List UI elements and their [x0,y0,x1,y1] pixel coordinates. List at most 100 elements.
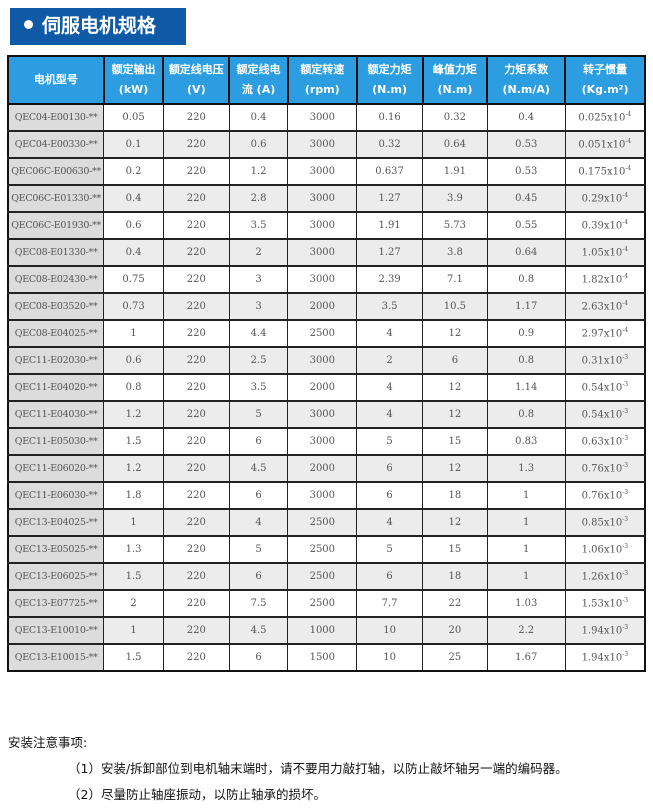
cell-text: 0.76x10 [581,490,623,502]
table-row: QEC13-E04025-** 1 220 4 2500 4 12 1 0.85x10-3 [7,508,646,537]
value-cell: 0.64 [422,130,488,159]
cell-text: 2500 [309,517,336,528]
cell-text: 3000 [309,274,336,285]
cell-text: QEC13-E07725-** [14,598,98,609]
value-cell: 0.2 [103,157,164,186]
cell-text: 220 [186,220,206,231]
cell-text: 3000 [309,112,336,123]
value-cell: 0.8 [486,400,566,429]
value-cell: 2 [103,589,164,618]
value-cell: 10.5 [422,292,488,321]
cell-text: 3 [255,274,262,285]
cell-text: 4 [255,517,262,528]
cell-text: 12 [448,517,462,528]
value-cell: 0.1 [103,130,164,159]
value-cell: 1 [486,562,566,591]
exponent: -3 [622,651,629,659]
value-cell: 220 [162,184,230,213]
value-cell: 1.17 [486,292,566,321]
value-cell: 18 [422,562,488,591]
value-cell: 6 [356,454,423,483]
value-cell: 1.26x10-3 [564,562,646,591]
value-cell: 2500 [287,535,358,564]
cell-text: QEC11-E06030-** [14,490,98,501]
cell-text: 0.025x10 [578,112,626,124]
table-row: QEC06C-E01930-** 0.6 220 3.5 3000 1.91 5.73 0.5… [7,211,646,240]
exponent: -3 [622,408,629,416]
exponent: -4 [622,273,629,281]
table-row: QEC08-E02430-** 0.75 220 3 3000 2.39 7.1 0.8 1.8… [7,265,646,294]
cell-text: 0.051x10 [578,139,626,151]
cell-text: 220 [186,571,206,582]
cell-text: 1 [523,517,530,528]
value-cell: 3 [228,292,289,321]
cell-text: 2500 [309,598,336,609]
model-cell: QEC11-E04030-** [7,400,105,429]
cell-text: 220 [186,463,206,474]
cell-text: 0.8 [518,409,535,420]
cell-text: 0.175x10 [578,166,626,178]
value-cell: 12 [422,454,488,483]
cell-text: 0.4 [125,193,142,204]
cell-text: 25 [448,652,462,663]
value-cell: 0.6 [103,211,164,240]
value-cell: 22 [422,589,488,618]
model-cell: QEC11-E04020-** [7,373,105,402]
value-cell: 2500 [287,508,358,537]
value-cell: 3.5 [356,292,423,321]
cell-text: 5 [255,409,262,420]
exponent: -3 [622,354,629,362]
value-cell: 12 [422,319,488,348]
value-cell: 220 [162,643,230,672]
header-line: (N.m/A) [502,83,550,96]
value-cell: 1.05x10-4 [564,238,646,267]
value-cell: 2000 [287,373,358,402]
cell-text: 0.4 [125,247,142,258]
value-cell: 4 [356,400,423,429]
value-cell: 1.5 [103,562,164,591]
value-cell: 0.29x10-4 [564,184,646,213]
value-cell: 1.91 [356,211,423,240]
exponent: -3 [622,381,629,389]
table-row: QEC13-E10015-** 1.5 220 6 1500 10 25 1.67 1.94x1… [7,643,646,672]
cell-text: 0.6 [125,220,142,231]
cell-text: 2500 [309,571,336,582]
value-cell: 1.14 [486,373,566,402]
value-cell: 3.8 [422,238,488,267]
value-cell: 4.5 [228,454,289,483]
cell-text: 2500 [309,328,336,339]
cell-text: 1.67 [515,652,538,663]
cell-text: 6 [386,571,393,582]
cell-text: QEC11-E04020-** [14,382,98,393]
value-cell: 220 [162,292,230,321]
value-cell: 7.7 [356,589,423,618]
cell-text: 1.06x10 [581,544,623,556]
cell-text: 4 [386,409,393,420]
value-cell: 1.2 [103,454,164,483]
cell-text: 0.54x10 [581,409,623,421]
cell-text: 1.3 [125,544,142,555]
cell-text: 4.5 [250,463,267,474]
header-line: 额定线电压 [168,63,224,76]
exponent: -3 [622,435,629,443]
value-cell: 7.5 [228,589,289,618]
value-cell: 220 [162,157,230,186]
cell-text: 3.5 [381,301,398,312]
value-cell: 3000 [287,400,358,429]
value-cell: 1000 [287,616,358,645]
value-cell: 1.03 [486,589,566,618]
cell-text: 1 [130,517,137,528]
cell-text: 2.63x10 [581,301,623,313]
table-row: QEC13-E05025-** 1.3 220 5 2500 5 15 1 1.06x10-3 [7,535,646,564]
value-cell: 2500 [287,562,358,591]
value-cell: 0.45 [486,184,566,213]
value-cell: 1.8 [103,481,164,510]
table-row: QEC11-E02030-** 0.6 220 2.5 3000 2 6 0.8 0.31x10… [7,346,646,375]
cell-text: 5 [255,544,262,555]
value-cell: 3000 [287,130,358,159]
value-cell: 2.39 [356,265,423,294]
value-cell: 10 [356,616,423,645]
value-cell: 2.97x10-4 [564,319,646,348]
cell-text: 1.2 [125,409,142,420]
value-cell: 0.76x10-3 [564,454,646,483]
